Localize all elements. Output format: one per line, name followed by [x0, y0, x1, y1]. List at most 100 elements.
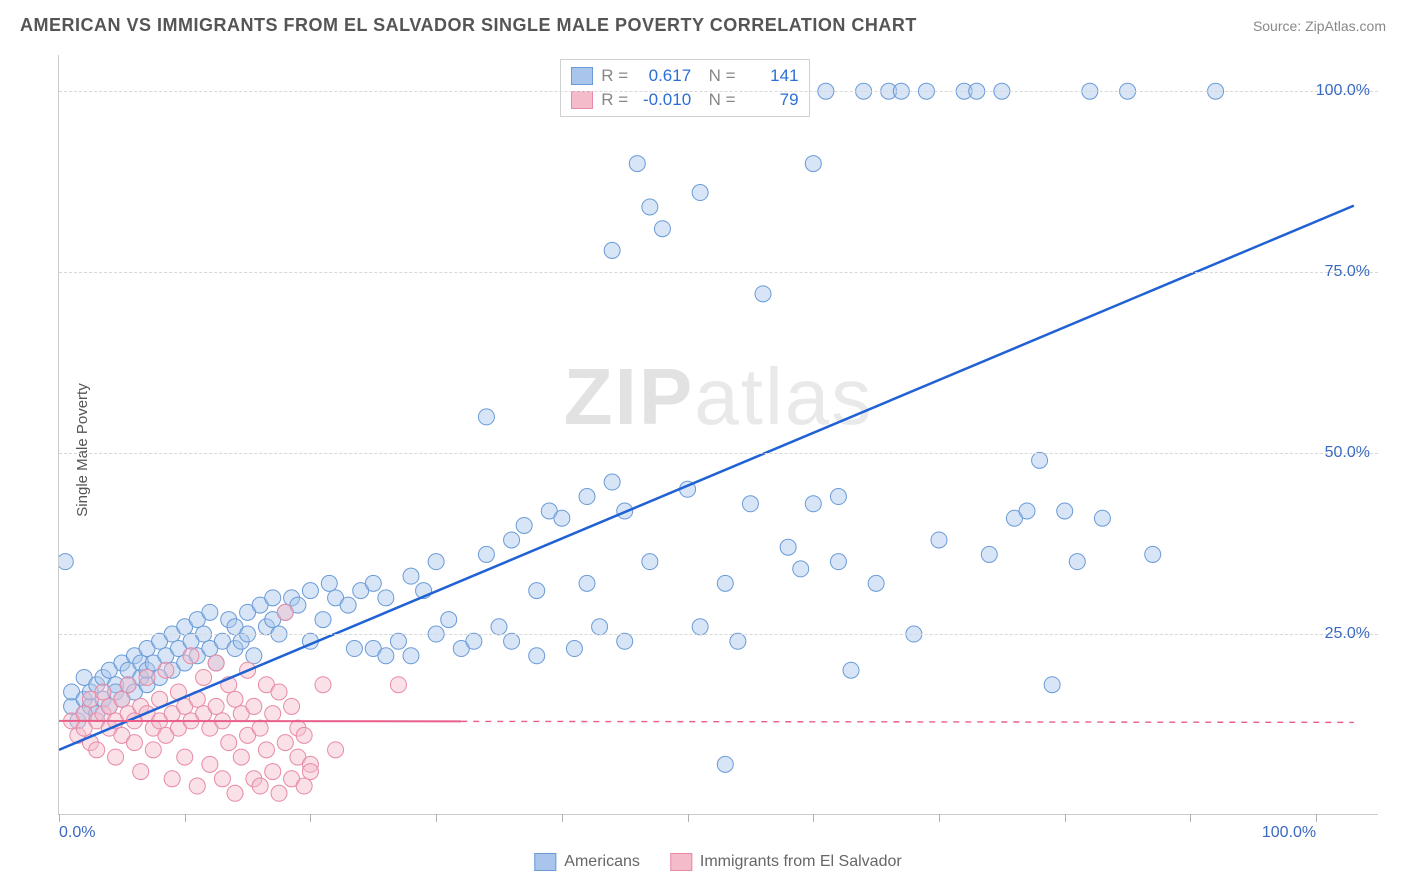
data-point: [296, 778, 312, 794]
data-point: [780, 539, 796, 555]
gridline: [59, 634, 1378, 635]
r-value-0: 0.617: [636, 66, 691, 86]
y-tick-label: 75.0%: [1325, 263, 1370, 281]
data-point: [604, 474, 620, 490]
data-point: [491, 619, 507, 635]
data-point: [1069, 554, 1085, 570]
data-point: [830, 554, 846, 570]
data-point: [202, 756, 218, 772]
data-point: [196, 669, 212, 685]
data-point: [742, 496, 758, 512]
legend-swatch-blue: [534, 853, 556, 871]
x-tick: [59, 814, 60, 822]
x-tick: [562, 814, 563, 822]
x-tick: [688, 814, 689, 822]
data-point: [277, 735, 293, 751]
data-point: [793, 561, 809, 577]
legend-row-americans: R = 0.617 N = 141: [571, 64, 798, 88]
legend-swatch-pink: [571, 91, 593, 109]
data-point: [227, 785, 243, 801]
data-point: [529, 583, 545, 599]
data-point: [1145, 546, 1161, 562]
gridline: [59, 272, 1378, 273]
data-point: [258, 742, 274, 758]
x-tick: [1190, 814, 1191, 822]
data-point: [579, 575, 595, 591]
data-point: [642, 199, 658, 215]
y-tick-label: 100.0%: [1316, 82, 1370, 100]
data-point: [717, 575, 733, 591]
data-point: [1019, 503, 1035, 519]
trend-line: [59, 206, 1354, 750]
chart-title: AMERICAN VS IMMIGRANTS FROM EL SALVADOR …: [20, 15, 917, 36]
data-point: [246, 698, 262, 714]
data-point: [271, 785, 287, 801]
data-point: [830, 489, 846, 505]
data-point: [177, 749, 193, 765]
data-point: [654, 221, 670, 237]
data-point: [227, 691, 243, 707]
data-point: [390, 633, 406, 649]
legend-label: Immigrants from El Salvador: [700, 853, 902, 871]
data-point: [302, 583, 318, 599]
data-point: [504, 633, 520, 649]
data-point: [189, 778, 205, 794]
data-point: [120, 677, 136, 693]
data-point: [158, 662, 174, 678]
data-point: [1032, 452, 1048, 468]
data-point: [328, 742, 344, 758]
data-point: [139, 669, 155, 685]
x-tick: [1065, 814, 1066, 822]
data-point: [183, 648, 199, 664]
data-point: [390, 677, 406, 693]
data-point: [302, 764, 318, 780]
gridline: [59, 453, 1378, 454]
legend-item-immigrants: Immigrants from El Salvador: [670, 853, 902, 871]
data-point: [221, 735, 237, 751]
x-tick: [310, 814, 311, 822]
data-point: [478, 546, 494, 562]
data-point: [1044, 677, 1060, 693]
legend-item-americans: Americans: [534, 853, 640, 871]
data-point: [59, 554, 73, 570]
data-point: [108, 749, 124, 765]
n-value-0: 141: [744, 66, 799, 86]
data-point: [403, 568, 419, 584]
data-point: [89, 742, 105, 758]
data-point: [346, 641, 362, 657]
data-point: [604, 242, 620, 258]
data-point: [478, 409, 494, 425]
n-label: N =: [699, 66, 735, 86]
gridline: [59, 91, 1378, 92]
data-point: [805, 156, 821, 172]
data-point: [717, 756, 733, 772]
x-tick: [939, 814, 940, 822]
x-tick: [436, 814, 437, 822]
data-point: [466, 633, 482, 649]
data-point: [164, 771, 180, 787]
legend-swatch-pink: [670, 853, 692, 871]
y-tick-label: 50.0%: [1325, 444, 1370, 462]
plot-area: ZIPatlas R = 0.617 N = 141 R = -0.010 N …: [58, 55, 1378, 815]
data-point: [529, 648, 545, 664]
trend-line-dashed: [461, 721, 1354, 722]
data-point: [692, 619, 708, 635]
data-point: [441, 612, 457, 628]
correlation-legend: R = 0.617 N = 141 R = -0.010 N = 79: [560, 59, 809, 117]
data-point: [202, 604, 218, 620]
data-point: [246, 648, 262, 664]
data-point: [214, 771, 230, 787]
data-point: [566, 641, 582, 657]
x-tick-label: 100.0%: [1262, 824, 1316, 842]
data-point: [843, 662, 859, 678]
data-point: [296, 727, 312, 743]
data-point: [315, 612, 331, 628]
data-point: [730, 633, 746, 649]
x-tick: [185, 814, 186, 822]
data-point: [321, 575, 337, 591]
data-point: [233, 749, 249, 765]
data-point: [592, 619, 608, 635]
chart-container: Single Male Poverty ZIPatlas R = 0.617 N…: [58, 55, 1378, 845]
chart-source: Source: ZipAtlas.com: [1253, 18, 1386, 34]
data-point: [126, 735, 142, 751]
